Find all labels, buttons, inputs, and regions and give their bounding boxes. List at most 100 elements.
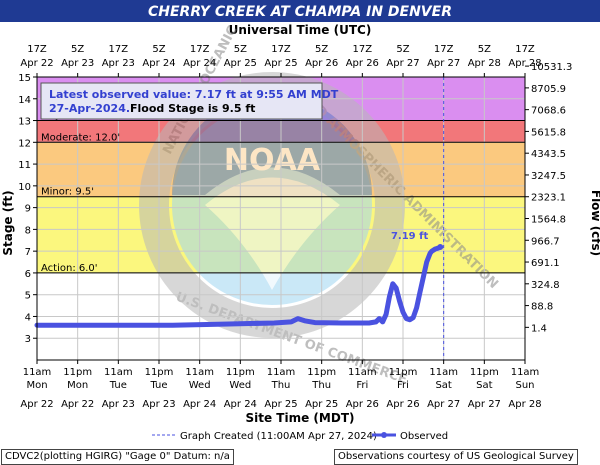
bottom-tick-label-time: 11am bbox=[348, 367, 377, 378]
bottom-tick-label-date: Apr 25 bbox=[305, 399, 338, 410]
bottom-tick-label-date: Apr 26 bbox=[346, 399, 379, 410]
bottom-tick-label-day: Thu bbox=[311, 380, 331, 391]
y-tick-label: 6 bbox=[25, 269, 31, 280]
bottom-tick-label-day: Sun bbox=[515, 380, 534, 391]
top-tick-label-date: Apr 24 bbox=[142, 58, 175, 69]
y-tick-label: 11 bbox=[18, 160, 31, 171]
top-tick-label-utc: 5Z bbox=[152, 44, 165, 55]
bottom-tick-label-time: 11am bbox=[23, 367, 52, 378]
top-tick-label-utc: 17Z bbox=[271, 44, 291, 55]
right-axis-title: Flow (cfs) bbox=[589, 190, 600, 256]
bottom-axis-title: Site Time (MDT) bbox=[246, 411, 355, 425]
top-tick-label-date: Apr 26 bbox=[346, 58, 379, 69]
footer-credit: Observations courtesy of US Geological S… bbox=[334, 449, 578, 465]
bottom-tick-label-date: Apr 25 bbox=[264, 399, 297, 410]
bottom-tick-label-day: Thu bbox=[271, 380, 291, 391]
bottom-tick-label-date: Apr 27 bbox=[427, 399, 460, 410]
legend-observed: Observed bbox=[400, 431, 448, 442]
left-axis-title: Stage (ft) bbox=[1, 190, 15, 255]
observed-line bbox=[34, 244, 443, 328]
flood-label-action: Action: 6.0' bbox=[41, 263, 98, 274]
info-flood-stage: Flood Stage is 9.5 ft bbox=[130, 102, 255, 115]
top-tick-label-date: Apr 25 bbox=[264, 58, 297, 69]
top-tick-label-utc: 17Z bbox=[353, 44, 373, 55]
bottom-tick-label-date: Apr 23 bbox=[102, 399, 135, 410]
top-tick-label-utc: 17Z bbox=[434, 44, 454, 55]
top-tick-label-date: Apr 27 bbox=[386, 58, 419, 69]
flow-tick-label: 8705.9 bbox=[531, 84, 566, 95]
axes: 3 4 5 6 7 8 9 10 11 12 13 14 15 1.4 88.8 324.8 691.1 966.… bbox=[18, 44, 572, 410]
legend-graph-created: Graph Created (11:00AM Apr 27, 2024) bbox=[180, 431, 377, 442]
y-tick-label: 5 bbox=[25, 291, 31, 302]
flow-tick-label: 2323.1 bbox=[531, 193, 566, 204]
y-tick-label: 15 bbox=[18, 73, 31, 84]
flow-tick-label: 1564.8 bbox=[531, 215, 566, 226]
bottom-tick-label-day: Tue bbox=[109, 380, 127, 391]
legend: Graph Created (11:00AM Apr 27, 2024) Obs… bbox=[152, 431, 448, 442]
bottom-tick-label-day: Fri bbox=[397, 380, 409, 391]
bottom-tick-label-date: Apr 22 bbox=[20, 399, 53, 410]
bottom-tick-label-time: 11am bbox=[185, 367, 214, 378]
y-tick-label: 8 bbox=[25, 225, 31, 236]
top-tick-label-utc: 5Z bbox=[478, 44, 491, 55]
y-tick-label: 9 bbox=[25, 204, 31, 215]
bottom-tick-label-day: Fri bbox=[356, 380, 368, 391]
y-tick-label: 7 bbox=[25, 247, 31, 258]
flow-tick-label: 691.1 bbox=[531, 258, 560, 269]
top-tick-label-date: Apr 28 bbox=[468, 58, 501, 69]
top-tick-label-date: Apr 22 bbox=[20, 58, 53, 69]
flow-tick-label: 10531.3 bbox=[531, 62, 572, 73]
flood-label-moderate: Moderate: 12.0' bbox=[41, 132, 120, 143]
latest-point bbox=[437, 244, 444, 251]
bottom-tick-label-date: Apr 24 bbox=[224, 399, 257, 410]
bottom-tick-label-time: 11am bbox=[511, 367, 540, 378]
top-tick-label-utc: 17Z bbox=[190, 44, 210, 55]
bottom-tick-label-date: Apr 24 bbox=[183, 399, 216, 410]
bottom-tick-label-date: Apr 27 bbox=[468, 399, 501, 410]
watermark-noaa-text: NOAA bbox=[224, 143, 321, 178]
top-axis-title: Universal Time (UTC) bbox=[229, 23, 372, 37]
y-tick-label: 14 bbox=[18, 95, 31, 106]
top-tick-label-date: Apr 28 bbox=[508, 58, 541, 69]
info-box: Latest observed value: 7.17 ft at 9:55 A… bbox=[40, 82, 339, 120]
bottom-tick-label-time: 11pm bbox=[63, 367, 92, 378]
bottom-tick-label-date: Apr 23 bbox=[142, 399, 175, 410]
top-tick-label-date: Apr 24 bbox=[183, 58, 216, 69]
y-tick-label: 4 bbox=[25, 312, 31, 323]
top-tick-label-utc: 5Z bbox=[234, 44, 247, 55]
bottom-tick-label-time: 11am bbox=[429, 367, 458, 378]
bottom-tick-label-time: 11am bbox=[267, 367, 296, 378]
top-tick-label-date: Apr 26 bbox=[305, 58, 338, 69]
flow-tick-label: 5615.8 bbox=[531, 127, 566, 138]
bottom-tick-label-day: Tue bbox=[149, 380, 167, 391]
flow-tick-label: 3247.5 bbox=[531, 171, 566, 182]
y-tick-label: 10 bbox=[18, 182, 31, 193]
top-tick-label-date: Apr 25 bbox=[224, 58, 257, 69]
latest-value-label: 7.19 ft bbox=[391, 231, 429, 242]
bottom-tick-label-time: 11am bbox=[104, 367, 133, 378]
footer-datum: CDVC2(plotting HGIRG) "Gage 0" Datum: n/… bbox=[1, 449, 234, 465]
bottom-tick-label-time: 11pm bbox=[470, 367, 499, 378]
top-tick-label-date: Apr 23 bbox=[61, 58, 94, 69]
bottom-tick-label-date: Apr 22 bbox=[61, 399, 94, 410]
flow-tick-label: 966.7 bbox=[531, 236, 560, 247]
bottom-tick-label-time: 11pm bbox=[307, 367, 336, 378]
info-date: 27-Apr-2024. bbox=[49, 102, 130, 115]
bottom-tick-label-time: 11pm bbox=[389, 367, 418, 378]
bottom-tick-label-time: 11pm bbox=[145, 367, 174, 378]
grid-lines bbox=[36, 76, 526, 360]
y-tick-label: 3 bbox=[25, 334, 31, 345]
title-bar bbox=[0, 0, 600, 22]
top-tick-label-utc: 17Z bbox=[27, 44, 47, 55]
bottom-tick-label-date: Apr 28 bbox=[508, 399, 541, 410]
bottom-tick-label-date: Apr 26 bbox=[386, 399, 419, 410]
bottom-tick-label-day: Mon bbox=[26, 380, 47, 391]
top-tick-label-date: Apr 23 bbox=[102, 58, 135, 69]
y-tick-label: 13 bbox=[18, 117, 31, 128]
flow-tick-label: 324.8 bbox=[531, 280, 560, 291]
flow-tick-label: 4343.5 bbox=[531, 149, 566, 160]
top-tick-label-utc: 5Z bbox=[315, 44, 328, 55]
top-tick-label-utc: 17Z bbox=[109, 44, 129, 55]
